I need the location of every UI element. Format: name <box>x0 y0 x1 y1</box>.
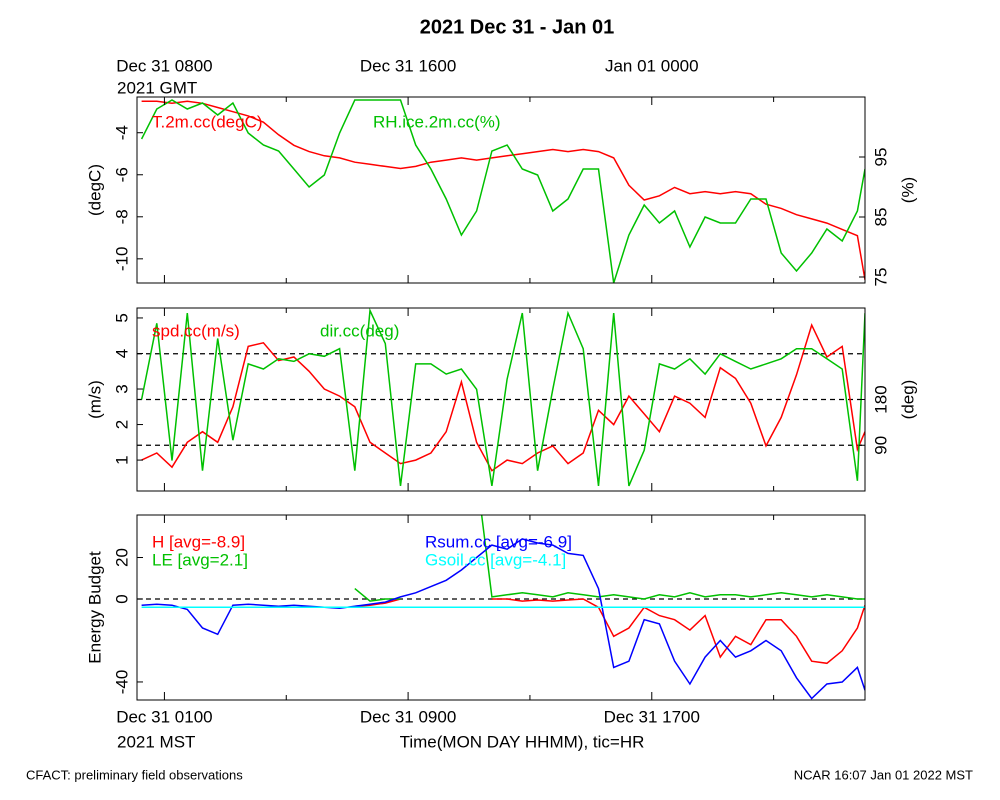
y2-tick-label: 90 <box>871 436 890 455</box>
y-axis-label: (degC) <box>85 164 104 216</box>
legend-label: RH.ice.2m.cc(%) <box>373 112 501 131</box>
y-tick-label: 3 <box>112 384 131 393</box>
y2-tick-label: 75 <box>871 268 890 287</box>
plot-area <box>140 99 865 283</box>
y-tick-label: 5 <box>112 313 131 322</box>
series-line <box>141 323 865 472</box>
legend-label: H [avg=-8.9] <box>152 532 245 551</box>
footer-left: CFACT: preliminary field observations <box>26 767 243 782</box>
legend-label: Rsum.cc [avg=-6.9] <box>425 532 572 551</box>
plot-area <box>140 308 865 487</box>
series-line <box>141 100 865 280</box>
y2-axis-label: (%) <box>898 177 917 203</box>
x2-sublabel: 2021 GMT <box>117 78 197 97</box>
x2-tick-label: Dec 31 0800 <box>116 56 212 75</box>
y-tick-label: -6 <box>112 167 131 182</box>
footer-right: NCAR 16:07 Jan 01 2022 MST <box>794 767 973 782</box>
plot-area <box>141 515 865 700</box>
y2-tick-label: 85 <box>871 208 890 227</box>
plot-frame <box>136 96 866 284</box>
y-tick-label: -8 <box>112 209 131 224</box>
x-axis-label: Time(MON DAY HHMM), tic=HR <box>400 732 645 751</box>
legend-label: dir.cc(deg) <box>320 321 399 340</box>
legend-label: LE [avg=2.1] <box>152 550 248 569</box>
y2-axis-label: (deg) <box>898 380 917 420</box>
x-tick-label: Dec 31 0100 <box>116 707 212 726</box>
y-tick-label: 0 <box>112 594 131 603</box>
plot-frame <box>136 514 866 701</box>
y-tick-label: 2 <box>112 420 131 429</box>
x-tick-label: Dec 31 1700 <box>604 707 700 726</box>
y-axis-label: (m/s) <box>85 380 104 419</box>
y-axis-label: Energy Budget <box>85 551 104 664</box>
y-tick-label: -40 <box>112 670 131 695</box>
x-tick-label: Dec 31 0900 <box>360 707 456 726</box>
y-tick-label: 4 <box>112 349 131 358</box>
series-line <box>140 99 865 283</box>
y-tick-label: 20 <box>112 548 131 567</box>
y-tick-label: 1 <box>112 455 131 464</box>
y-tick-label: -4 <box>112 125 131 140</box>
series-line <box>141 538 865 700</box>
y-tick-label: -10 <box>112 247 131 272</box>
x2-tick-label: Jan 01 0000 <box>605 56 699 75</box>
legend-label: spd.cc(m/s) <box>152 321 240 340</box>
series-line <box>140 308 865 487</box>
x-sublabel: 2021 MST <box>117 732 195 751</box>
y2-tick-label: 180 <box>871 385 890 413</box>
chart-title: 2021 Dec 31 - Jan 01 <box>420 16 615 38</box>
legend-label: Gsoil.cc [avg=-4.1] <box>425 550 566 569</box>
y2-tick-label: 95 <box>871 148 890 167</box>
x2-tick-label: Dec 31 1600 <box>360 56 456 75</box>
legend-label: T.2m.cc(degC) <box>152 112 263 131</box>
